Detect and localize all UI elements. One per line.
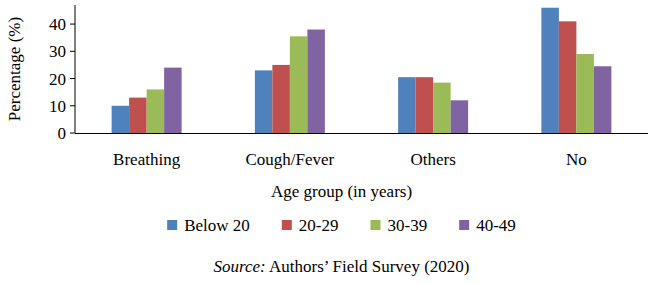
- y-axis-title: Percentage (%): [5, 17, 24, 121]
- legend-swatch: [167, 220, 177, 230]
- y-tick: [70, 133, 75, 134]
- bar: [559, 21, 577, 133]
- y-tick-label: 0: [58, 124, 67, 143]
- bar: [272, 65, 290, 133]
- legend-swatch: [282, 220, 292, 230]
- y-tick-label: 30: [49, 42, 66, 61]
- bar: [594, 66, 612, 133]
- legend-label: 30-39: [387, 216, 427, 235]
- y-tick: [70, 24, 75, 25]
- legend-label: 20-29: [299, 216, 339, 235]
- legend-swatch: [370, 220, 380, 230]
- x-tick-label: Others: [410, 150, 455, 169]
- x-axis-title: Age group (in years): [271, 182, 412, 201]
- x-tick-label: Breathing: [113, 150, 181, 169]
- legend-label: Below 20: [184, 216, 250, 235]
- bars: [112, 8, 612, 133]
- bar: [290, 36, 308, 133]
- x-axis: [75, 133, 648, 134]
- bar: [541, 8, 559, 133]
- x-tick-label: No: [566, 150, 587, 169]
- bar: [398, 77, 416, 133]
- bar: [451, 100, 469, 133]
- bar: [433, 83, 451, 133]
- y-tick-label: 40: [49, 15, 66, 34]
- chart: 0 10 20 30 40 Breathing Cough/Fever Others No Per…: [0, 0, 651, 285]
- y-tick: [70, 105, 75, 106]
- source-text: Source:: [214, 257, 266, 276]
- x-tick-label: Cough/Fever: [245, 150, 334, 169]
- y-tick: [70, 78, 75, 79]
- bar: [129, 98, 147, 133]
- y-tick-label: 20: [49, 70, 66, 89]
- source-text: Authors’ Field Survey (2020): [266, 257, 470, 276]
- bar: [164, 68, 182, 133]
- bar: [576, 54, 594, 133]
- source: Source: Authors’ Field Survey (2020): [214, 257, 470, 276]
- y-tick: [70, 51, 75, 52]
- bar: [416, 77, 434, 133]
- bar: [307, 30, 325, 133]
- bar: [147, 89, 165, 133]
- bar: [112, 106, 130, 133]
- legend-label: 40-49: [476, 216, 516, 235]
- y-tick-label: 10: [49, 97, 66, 116]
- bar: [255, 70, 273, 133]
- legend-swatch: [459, 220, 469, 230]
- legend: Below 20 20-29 30-39 40-49: [167, 216, 516, 235]
